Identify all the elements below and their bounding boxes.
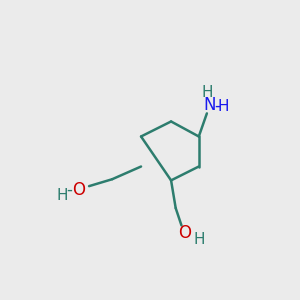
Text: H: H xyxy=(218,99,229,114)
Text: H: H xyxy=(193,232,205,247)
Text: O: O xyxy=(72,181,85,199)
Text: H: H xyxy=(201,85,213,100)
Text: H: H xyxy=(57,188,68,203)
Text: -: - xyxy=(214,96,220,114)
Text: -: - xyxy=(67,181,72,199)
Text: N: N xyxy=(203,96,215,114)
Text: O: O xyxy=(178,224,191,242)
